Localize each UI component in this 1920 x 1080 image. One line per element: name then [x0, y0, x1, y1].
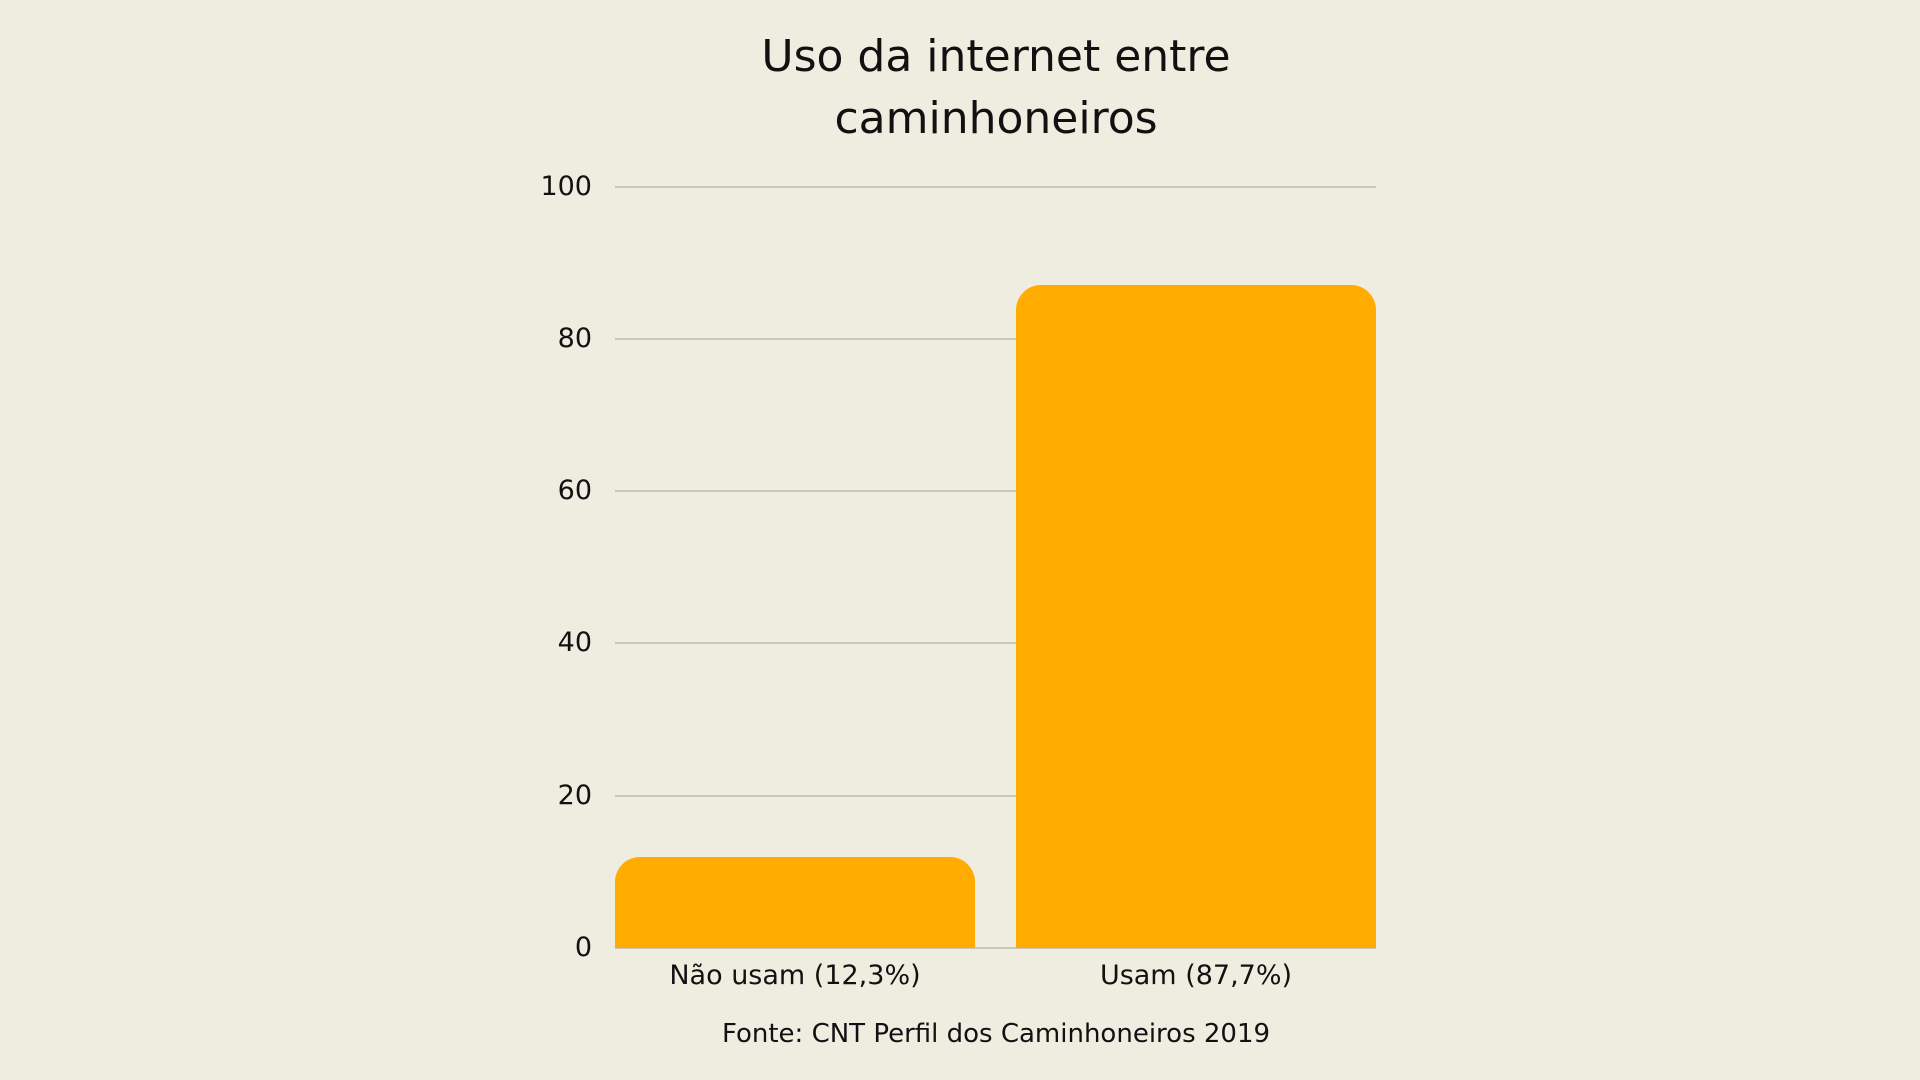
chart-title: Uso da internet entre caminhoneiros — [0, 26, 1920, 150]
gridline-0 — [615, 947, 1376, 949]
bar-nao-usam — [615, 857, 975, 948]
bar-usam — [1016, 285, 1376, 948]
chart-title-line1: Uso da internet entre — [761, 31, 1231, 82]
y-tick-label: 0 — [574, 932, 592, 963]
gridline-20 — [615, 795, 1376, 797]
source-footer: Fonte: CNT Perfil dos Caminhoneiros 2019 — [721, 1019, 1271, 1049]
y-tick-label: 80 — [557, 323, 592, 354]
chart-title-line2: caminhoneiros — [834, 93, 1158, 144]
gridline-40 — [615, 642, 1376, 644]
y-tick-label: 60 — [557, 475, 592, 506]
y-tick-label: 40 — [557, 627, 592, 658]
gridline-80 — [615, 338, 1376, 340]
gridline-100 — [615, 186, 1376, 188]
y-tick-label: 100 — [540, 171, 592, 202]
y-tick-label: 20 — [557, 780, 592, 811]
x-label-nao-usam: Não usam (12,3%) — [669, 960, 921, 991]
gridline-60 — [615, 490, 1376, 492]
x-label-usam: Usam (87,7%) — [1099, 960, 1293, 991]
